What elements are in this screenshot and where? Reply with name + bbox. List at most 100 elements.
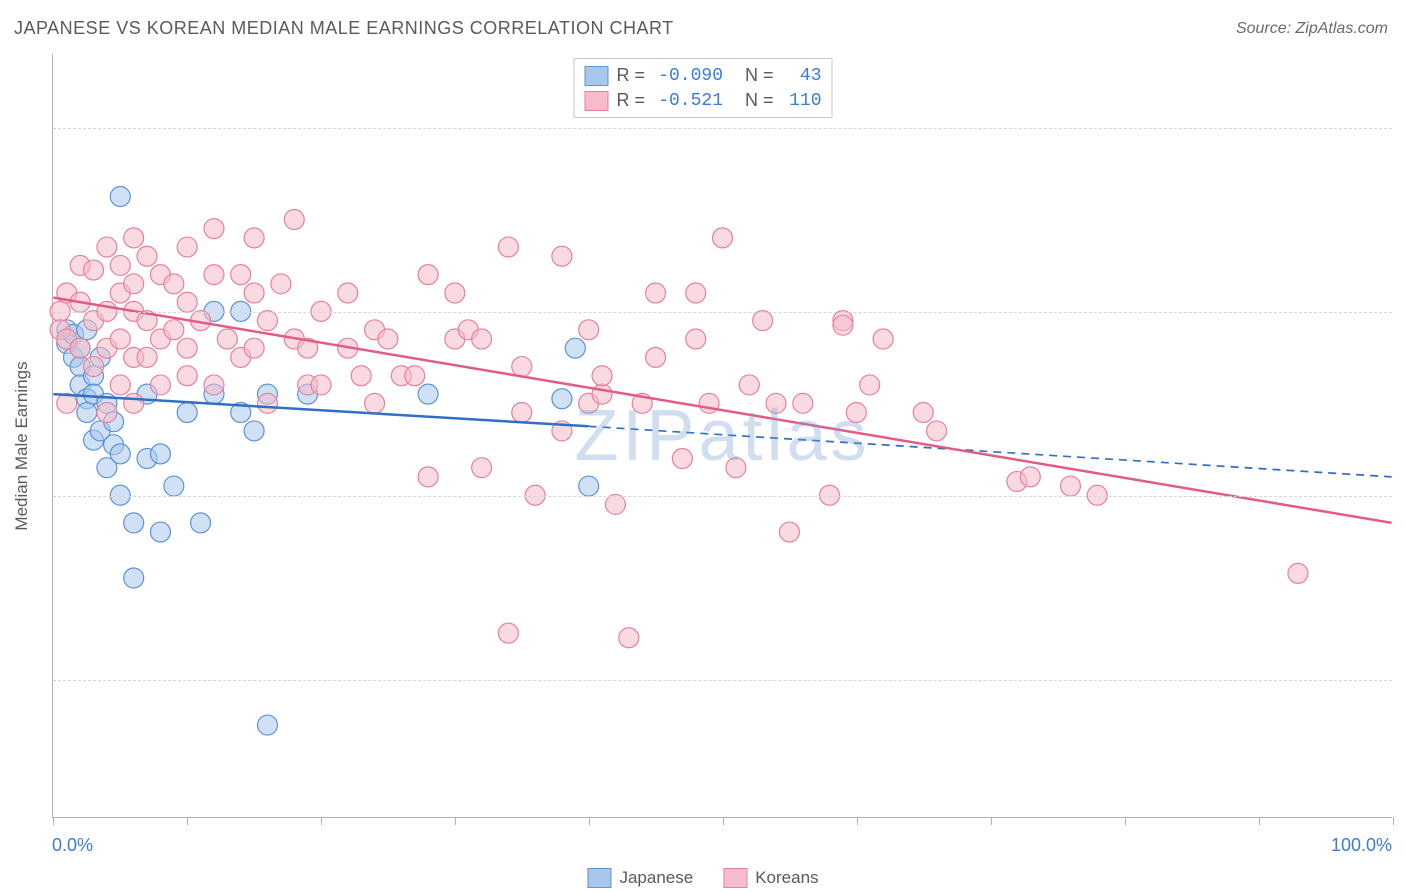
legend-r-value: -0.090 bbox=[653, 66, 723, 86]
y-tick-label: $60,000 bbox=[1402, 301, 1406, 322]
gridline bbox=[53, 128, 1392, 129]
chart-svg bbox=[53, 54, 1392, 817]
data-point bbox=[258, 393, 278, 413]
data-point bbox=[565, 338, 585, 358]
x-tick bbox=[1125, 817, 1126, 825]
data-point bbox=[244, 228, 264, 248]
x-tick bbox=[723, 817, 724, 825]
data-point bbox=[244, 421, 264, 441]
data-point bbox=[833, 315, 853, 335]
data-point bbox=[124, 393, 144, 413]
data-point bbox=[204, 219, 224, 239]
data-point bbox=[846, 403, 866, 423]
data-point bbox=[592, 384, 612, 404]
data-point bbox=[150, 444, 170, 464]
data-point bbox=[579, 476, 599, 496]
data-point bbox=[512, 357, 532, 377]
trend-line-extrapolated bbox=[589, 426, 1392, 477]
data-point bbox=[258, 715, 278, 735]
legend-swatch bbox=[587, 868, 611, 888]
data-point bbox=[646, 347, 666, 367]
data-point bbox=[405, 366, 425, 386]
series-legend-label: Japanese bbox=[619, 868, 693, 888]
data-point bbox=[686, 329, 706, 349]
gridline bbox=[53, 680, 1392, 681]
data-point bbox=[124, 274, 144, 294]
data-point bbox=[284, 209, 304, 229]
data-point bbox=[137, 347, 157, 367]
data-point bbox=[378, 329, 398, 349]
x-tick bbox=[187, 817, 188, 825]
data-point bbox=[124, 513, 144, 533]
data-point bbox=[204, 375, 224, 395]
data-point bbox=[97, 403, 117, 423]
legend-n-label: N = bbox=[745, 90, 774, 111]
data-point bbox=[244, 283, 264, 303]
legend-r-value: -0.521 bbox=[653, 91, 723, 111]
x-tick bbox=[991, 817, 992, 825]
data-point bbox=[97, 237, 117, 257]
data-point bbox=[579, 320, 599, 340]
data-point bbox=[646, 283, 666, 303]
y-tick-label: $80,000 bbox=[1402, 117, 1406, 138]
data-point bbox=[77, 403, 97, 423]
data-point bbox=[686, 283, 706, 303]
data-point bbox=[619, 628, 639, 648]
data-point bbox=[418, 467, 438, 487]
series-legend-item: Koreans bbox=[723, 868, 818, 888]
x-tick bbox=[321, 817, 322, 825]
data-point bbox=[873, 329, 893, 349]
data-point bbox=[726, 458, 746, 478]
data-point bbox=[753, 311, 773, 331]
data-point bbox=[258, 311, 278, 331]
x-tick bbox=[53, 817, 54, 825]
data-point bbox=[552, 389, 572, 409]
legend-swatch bbox=[723, 868, 747, 888]
data-point bbox=[498, 237, 518, 257]
data-point bbox=[204, 265, 224, 285]
trend-line bbox=[53, 298, 1391, 523]
data-point bbox=[110, 444, 130, 464]
gridline bbox=[53, 496, 1392, 497]
series-legend-label: Koreans bbox=[755, 868, 818, 888]
data-point bbox=[110, 329, 130, 349]
legend-swatch bbox=[584, 91, 608, 111]
data-point bbox=[472, 458, 492, 478]
data-point bbox=[713, 228, 733, 248]
data-point bbox=[1060, 476, 1080, 496]
data-point bbox=[552, 246, 572, 266]
data-point bbox=[164, 320, 184, 340]
data-point bbox=[766, 393, 786, 413]
data-point bbox=[739, 375, 759, 395]
legend-row: R =-0.090N =43 bbox=[584, 63, 821, 88]
data-point bbox=[779, 522, 799, 542]
legend-n-value: 110 bbox=[782, 91, 822, 111]
data-point bbox=[418, 384, 438, 404]
legend-r-label: R = bbox=[616, 65, 645, 86]
data-point bbox=[1288, 563, 1308, 583]
legend-row: R =-0.521N =110 bbox=[584, 88, 821, 113]
x-axis-max-label: 100.0% bbox=[1331, 835, 1392, 856]
data-point bbox=[150, 375, 170, 395]
data-point bbox=[271, 274, 291, 294]
data-point bbox=[1020, 467, 1040, 487]
plot-area: ZIPatlas $20,000$40,000$60,000$80,000 bbox=[52, 54, 1392, 818]
x-tick bbox=[455, 817, 456, 825]
y-axis-label: Median Male Earnings bbox=[12, 361, 32, 530]
data-point bbox=[672, 448, 692, 468]
data-point bbox=[217, 329, 237, 349]
data-point bbox=[84, 357, 104, 377]
data-point bbox=[338, 283, 358, 303]
chart-container: JAPANESE VS KOREAN MEDIAN MALE EARNINGS … bbox=[0, 0, 1406, 892]
chart-title: JAPANESE VS KOREAN MEDIAN MALE EARNINGS … bbox=[14, 18, 674, 39]
data-point bbox=[605, 494, 625, 514]
source-attribution: Source: ZipAtlas.com bbox=[1236, 20, 1388, 38]
data-point bbox=[70, 338, 90, 358]
data-point bbox=[124, 228, 144, 248]
legend-n-label: N = bbox=[745, 65, 774, 86]
data-point bbox=[860, 375, 880, 395]
x-tick bbox=[857, 817, 858, 825]
data-point bbox=[793, 393, 813, 413]
data-point bbox=[177, 338, 197, 358]
x-tick bbox=[1259, 817, 1260, 825]
